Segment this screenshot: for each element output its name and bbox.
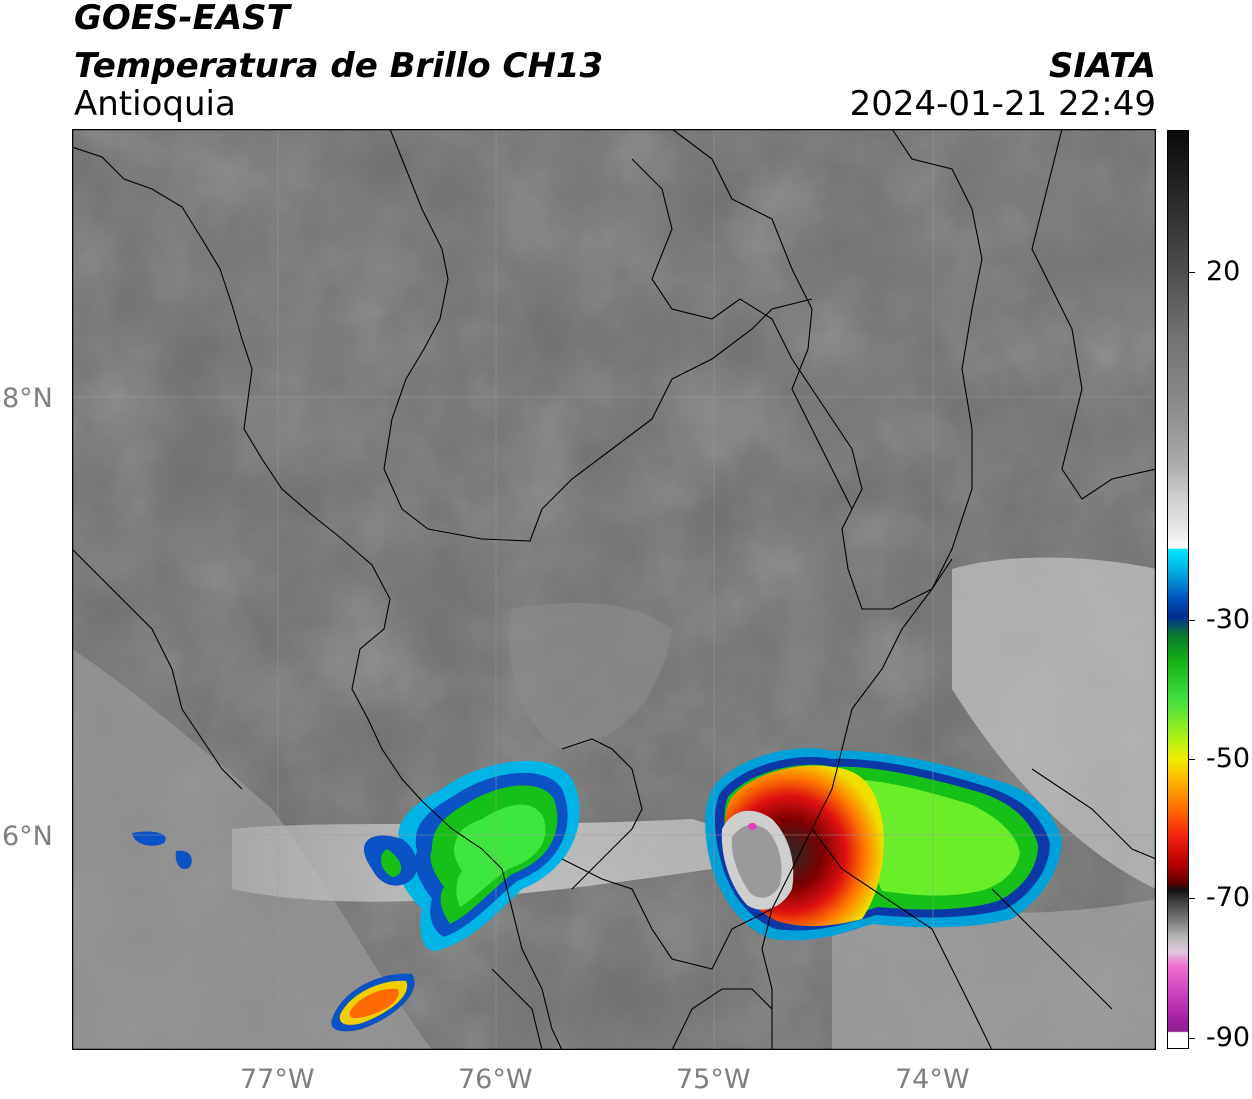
lon-tick-75W: 75°W: [676, 1064, 751, 1095]
colorbar-label-20: 20: [1206, 256, 1241, 287]
lon-tick-76W: 76°W: [458, 1064, 533, 1095]
political-boundaries: [72, 129, 1156, 1050]
product-title: Temperatura de Brillo CH13: [74, 46, 604, 86]
satellite-map: [72, 129, 1156, 1050]
warm-cloud-east: [952, 557, 1156, 889]
colorbar-label-minus90: -90: [1206, 1022, 1251, 1053]
lat-tick-8N: 8°N: [2, 383, 53, 414]
colorbar-tick-minus70: [1189, 898, 1195, 899]
small-cell-coast-b: [175, 850, 192, 870]
colorbar-tick-20: [1189, 272, 1195, 273]
lat-tick-6N: 6°N: [2, 821, 53, 852]
convective-cell-east: [705, 748, 1062, 941]
colorbar: [1167, 130, 1189, 1049]
gray-patch-center: [509, 603, 672, 749]
colorbar-tick-minus50: [1189, 759, 1195, 760]
lon-tick-77W: 77°W: [240, 1064, 315, 1095]
satellite-title: GOES-EAST: [74, 0, 290, 38]
colorbar-tick-minus30: [1189, 620, 1195, 621]
agency-label: SIATA: [1048, 46, 1156, 86]
graticule: [72, 129, 1156, 1050]
map-frame: [72, 129, 1156, 1050]
lon-tick-74W: 74°W: [895, 1064, 970, 1095]
convective-cell-southwest: [331, 973, 415, 1032]
datetime-label: 2024-01-21 22:49: [849, 84, 1156, 124]
colorbar-label-minus50: -50: [1206, 743, 1251, 774]
region-label: Antioquia: [74, 84, 236, 124]
warm-cloud-se: [832, 889, 1156, 1050]
colorbar-label-minus30: -30: [1206, 604, 1251, 635]
brightness-temperature-image: [72, 129, 1156, 1050]
colorbar-label-minus70: -70: [1206, 882, 1251, 913]
colorbar-tick-minus90: [1189, 1038, 1195, 1039]
